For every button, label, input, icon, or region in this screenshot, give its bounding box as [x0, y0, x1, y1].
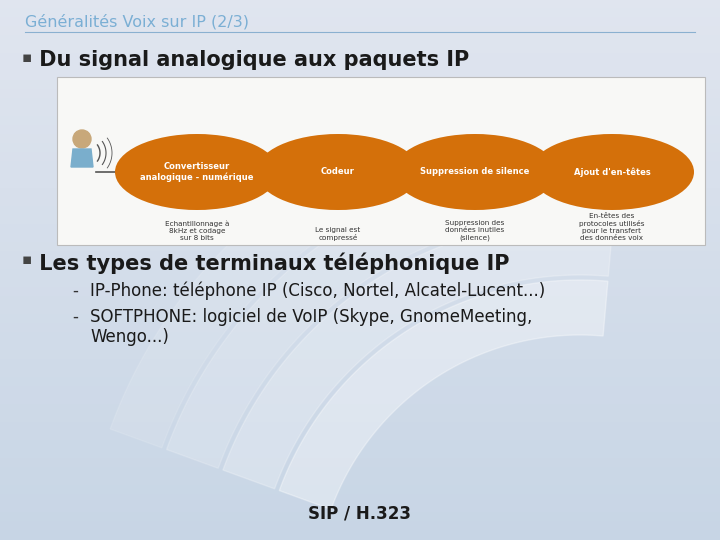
Bar — [0, 252, 720, 261]
Bar — [0, 161, 720, 171]
Bar — [0, 306, 720, 315]
Bar — [0, 117, 720, 126]
Bar — [0, 36, 720, 45]
Bar — [0, 171, 720, 180]
Bar — [0, 98, 720, 108]
Text: ▪: ▪ — [22, 252, 32, 267]
Bar — [0, 80, 720, 90]
Bar — [0, 458, 720, 468]
Bar — [0, 90, 720, 99]
Bar — [0, 215, 720, 225]
Text: Le signal est
compressé: Le signal est compressé — [315, 227, 361, 241]
FancyBboxPatch shape — [57, 77, 705, 245]
Text: Généralités Voix sur IP (2/3): Généralités Voix sur IP (2/3) — [25, 14, 249, 30]
Bar — [0, 468, 720, 477]
Text: SOFTPHONE: logiciel de VoIP (Skype, GnomeMeeting,: SOFTPHONE: logiciel de VoIP (Skype, Gnom… — [90, 308, 532, 326]
Bar — [0, 422, 720, 432]
Bar — [0, 269, 720, 279]
Bar — [0, 0, 720, 9]
Bar — [0, 63, 720, 72]
Bar — [0, 495, 720, 504]
Bar — [0, 152, 720, 162]
Polygon shape — [71, 149, 93, 167]
Bar — [0, 512, 720, 522]
Text: Du signal analogique aux paquets IP: Du signal analogique aux paquets IP — [32, 50, 469, 70]
Text: -: - — [72, 308, 78, 326]
Text: Suppression des
données inutiles
(silence): Suppression des données inutiles (silenc… — [445, 220, 505, 241]
Bar — [0, 71, 720, 81]
Ellipse shape — [530, 134, 694, 210]
Bar — [0, 368, 720, 378]
Ellipse shape — [115, 134, 279, 210]
Text: SIP / H.323: SIP / H.323 — [308, 504, 412, 522]
Bar — [0, 350, 720, 360]
Bar — [0, 414, 720, 423]
Text: ▪: ▪ — [22, 50, 32, 65]
Bar — [0, 431, 720, 441]
Text: Wengo...): Wengo...) — [90, 328, 169, 346]
Bar — [0, 449, 720, 459]
Bar — [0, 206, 720, 216]
Bar — [0, 242, 720, 252]
Bar — [0, 125, 720, 135]
Bar — [0, 279, 720, 288]
Text: Ajout d'en-têtes: Ajout d'en-têtes — [574, 167, 650, 177]
Bar — [0, 53, 720, 63]
Polygon shape — [223, 220, 613, 489]
Bar — [0, 144, 720, 153]
Bar — [0, 233, 720, 243]
Bar — [0, 26, 720, 36]
Text: En-têtes des
protocoles utilisés
pour le transfert
des données voix: En-têtes des protocoles utilisés pour le… — [580, 213, 644, 241]
Bar — [0, 485, 720, 495]
Bar — [0, 17, 720, 27]
Bar — [0, 287, 720, 297]
Bar — [0, 260, 720, 270]
Bar — [0, 107, 720, 117]
Bar — [0, 134, 720, 144]
Polygon shape — [279, 280, 608, 509]
Bar — [0, 522, 720, 531]
Bar — [0, 9, 720, 18]
Text: Convertisseur
analogique - numérique: Convertisseur analogique - numérique — [140, 162, 253, 182]
Text: Suppression de silence: Suppression de silence — [420, 167, 530, 177]
Bar — [0, 395, 720, 405]
Text: Codeur: Codeur — [321, 167, 355, 177]
Polygon shape — [110, 100, 624, 448]
Bar — [0, 179, 720, 189]
Bar — [0, 441, 720, 450]
Bar — [0, 377, 720, 387]
Bar — [0, 360, 720, 369]
Text: -: - — [72, 282, 78, 300]
Polygon shape — [166, 160, 618, 468]
Bar — [0, 188, 720, 198]
Bar — [0, 503, 720, 513]
Bar — [0, 225, 720, 234]
Bar — [0, 323, 720, 333]
Bar — [0, 314, 720, 324]
Circle shape — [73, 130, 91, 148]
Bar — [0, 198, 720, 207]
Bar — [0, 44, 720, 54]
Bar — [0, 404, 720, 414]
Ellipse shape — [393, 134, 557, 210]
Bar — [0, 333, 720, 342]
Text: Echantillonnage à
8kHz et codage
sur 8 bits: Echantillonnage à 8kHz et codage sur 8 b… — [165, 220, 229, 241]
Ellipse shape — [256, 134, 420, 210]
Bar — [0, 387, 720, 396]
Bar — [0, 296, 720, 306]
Bar — [0, 341, 720, 351]
Text: Les types de terminaux téléphonique IP: Les types de terminaux téléphonique IP — [32, 252, 510, 273]
Bar — [0, 530, 720, 540]
Bar — [0, 476, 720, 486]
Text: IP-Phone: téléphone IP (Cisco, Nortel, Alcatel-Lucent...): IP-Phone: téléphone IP (Cisco, Nortel, A… — [90, 282, 545, 300]
